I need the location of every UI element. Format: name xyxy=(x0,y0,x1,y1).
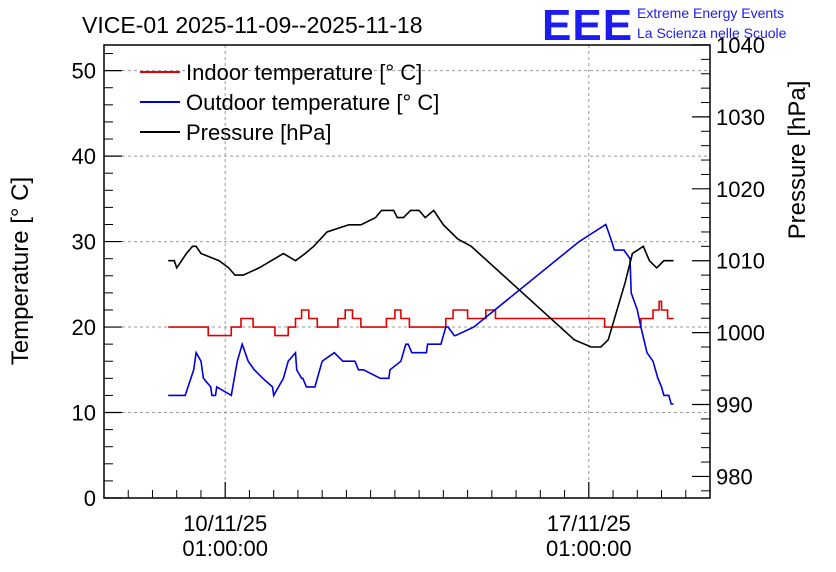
eee-logo-mark: EEE xyxy=(542,1,633,50)
legend-pressure-label: Pressure [hPa] xyxy=(186,120,332,145)
series-lines xyxy=(168,209,674,405)
y-tick-label-1: 10 xyxy=(72,401,96,426)
y-tick-label-0: 0 xyxy=(84,486,96,511)
y-tick-label-5: 50 xyxy=(72,59,96,84)
y2-axis-label: Pressure [hPa] xyxy=(784,81,811,240)
y-tick-label-2: 20 xyxy=(72,315,96,340)
chart-title: VICE-01 2025-11-09--2025-11-18 xyxy=(82,12,423,38)
y2-tick-label-1: 990 xyxy=(716,393,753,418)
y-axis-label: Temperature [° C] xyxy=(7,177,34,365)
x-tick-label-0-time: 01:00:00 xyxy=(182,536,268,561)
legend-indoor-label: Indoor temperature [° C] xyxy=(186,60,422,85)
x-tick-label-1-time: 01:00:00 xyxy=(546,536,632,561)
y2-tick-label-6: 1040 xyxy=(716,33,765,58)
series-line-1 xyxy=(168,223,674,405)
y2-tick-label-3: 1010 xyxy=(716,249,765,274)
legend-outdoor-label: Outdoor temperature [° C] xyxy=(186,90,439,115)
series-line-2 xyxy=(168,209,674,348)
eee-logo: EEE Extreme Energy Events La Scienza nel… xyxy=(542,1,787,50)
eee-logo-line2: La Scienza nelle Scuole xyxy=(637,25,787,41)
x-tick-label-0-date: 10/11/25 xyxy=(183,511,267,536)
y2-tick-label-5: 1030 xyxy=(716,105,765,130)
axes: 010203040509809901000101010201030104010/… xyxy=(72,33,765,561)
eee-logo-line1: Extreme Energy Events xyxy=(637,5,784,21)
y-tick-label-3: 30 xyxy=(72,230,96,255)
legend: Indoor temperature [° C] Outdoor tempera… xyxy=(140,60,439,145)
plot-frame xyxy=(103,44,711,499)
y-tick-label-4: 40 xyxy=(72,144,96,169)
x-tick-label-1-date: 17/11/25 xyxy=(547,511,631,536)
y2-tick-label-0: 980 xyxy=(716,464,753,489)
y2-tick-label-4: 1020 xyxy=(716,177,765,202)
y2-tick-label-2: 1000 xyxy=(716,321,765,346)
